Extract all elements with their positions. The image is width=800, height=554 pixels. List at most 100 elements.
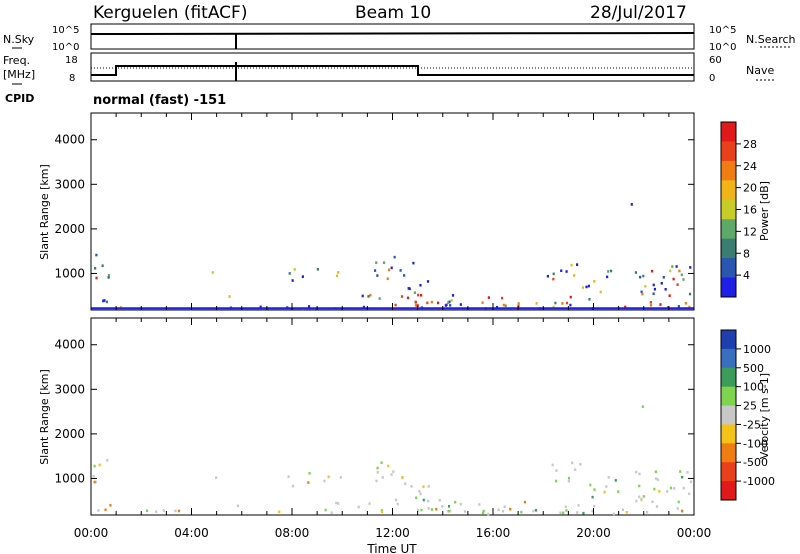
power-cell bbox=[630, 203, 633, 206]
power-cell bbox=[653, 287, 657, 291]
power-cell bbox=[301, 275, 304, 278]
velocity-cell bbox=[603, 490, 606, 494]
velocity-cell bbox=[145, 509, 149, 513]
velocity-cell bbox=[93, 464, 96, 468]
power-cell bbox=[678, 269, 681, 273]
power-cell bbox=[682, 278, 685, 281]
velocity-cell bbox=[435, 507, 438, 511]
power-cell bbox=[107, 274, 111, 277]
power-cell bbox=[607, 270, 610, 273]
power-cell bbox=[417, 293, 420, 297]
velocity-cell bbox=[394, 498, 398, 502]
power-cell bbox=[669, 269, 672, 273]
power-cell bbox=[400, 295, 404, 298]
velocity-cell bbox=[520, 510, 523, 514]
power-cell bbox=[420, 293, 423, 297]
velocity-cell bbox=[676, 507, 679, 510]
velocity-colorbar-tick-label: 25 bbox=[743, 400, 757, 413]
velocity-cell bbox=[357, 505, 360, 509]
power-cell bbox=[293, 268, 296, 271]
power-cell bbox=[565, 301, 569, 305]
velocity-cell bbox=[396, 502, 399, 506]
velocity-cell bbox=[655, 505, 659, 508]
velocity-cell bbox=[307, 481, 310, 484]
power-cell bbox=[588, 297, 591, 301]
power-cell bbox=[291, 279, 294, 282]
noise-left-label: N.Sky bbox=[3, 33, 35, 46]
velocity-cell bbox=[689, 480, 693, 484]
power-cell bbox=[649, 303, 653, 307]
velocity-cell bbox=[323, 479, 326, 483]
time-tick-label: 20:00 bbox=[576, 526, 611, 540]
power-colorbar-step bbox=[721, 160, 736, 181]
velocity-cell bbox=[478, 503, 481, 506]
velocity-cell bbox=[567, 479, 570, 483]
power-cell bbox=[403, 274, 406, 277]
power-cell bbox=[451, 294, 455, 297]
power-cell bbox=[394, 303, 397, 307]
power-cell bbox=[369, 293, 372, 297]
velocity-cell bbox=[607, 476, 610, 479]
velocity-cell bbox=[177, 509, 181, 513]
velocity-cell bbox=[422, 485, 425, 488]
velocity-cell bbox=[98, 463, 101, 467]
power-ytick-label: 4000 bbox=[54, 133, 85, 147]
time-tick-label: 08:00 bbox=[275, 526, 310, 540]
power-cell bbox=[414, 304, 418, 307]
power-cell bbox=[430, 300, 433, 304]
power-cell bbox=[606, 275, 609, 279]
power-cell bbox=[689, 266, 692, 269]
power-cell bbox=[307, 305, 311, 308]
velocity-cell bbox=[410, 485, 413, 488]
velocity-cell bbox=[459, 502, 462, 506]
power-colorbar: 4 8 12 16 20 24 28 bbox=[720, 121, 757, 298]
velocity-panel-frame bbox=[90, 317, 695, 516]
velocity-colorbar-tick-label: 500 bbox=[743, 362, 764, 375]
power-cell bbox=[450, 299, 453, 302]
power-cell bbox=[399, 269, 402, 272]
velocity-cell bbox=[638, 495, 641, 499]
velocity-cell bbox=[576, 511, 579, 514]
power-cell bbox=[416, 304, 419, 307]
power-colorbar-step bbox=[721, 122, 736, 142]
velocity-colorbar-step bbox=[721, 367, 736, 388]
power-cell bbox=[107, 276, 110, 279]
power-cell bbox=[644, 284, 647, 288]
beam-title: Beam 10 bbox=[355, 3, 431, 23]
power-cell bbox=[593, 280, 596, 283]
velocity-cell bbox=[415, 496, 418, 500]
power-colorbar-step bbox=[721, 238, 736, 259]
time-tick-label: 16:00 bbox=[476, 526, 511, 540]
velocity-cell bbox=[335, 501, 338, 505]
power-y-axis: 1000 2000 3000 4000 bbox=[54, 133, 694, 280]
power-cell bbox=[660, 281, 663, 285]
velocity-cell bbox=[427, 499, 430, 503]
power-cell bbox=[668, 294, 671, 297]
freq-left-tick-bottom: 8 bbox=[69, 73, 75, 84]
noise-left-tick-bottom: 10^0 bbox=[52, 42, 79, 53]
power-cell bbox=[447, 301, 450, 304]
velocity-colorbar-step bbox=[721, 462, 736, 482]
velocity-colorbar-label: Velocity [m s-1] bbox=[758, 373, 771, 459]
velocity-scatter bbox=[92, 405, 693, 516]
power-cell bbox=[373, 269, 377, 272]
power-cell bbox=[444, 304, 447, 307]
power-colorbar-tick-label: 16 bbox=[743, 204, 757, 217]
power-panel-frame bbox=[90, 112, 695, 311]
power-cell bbox=[664, 288, 667, 291]
velocity-colorbar-step bbox=[721, 386, 736, 407]
noise-right-tick-bottom: 10^0 bbox=[709, 42, 736, 53]
power-cell bbox=[500, 296, 504, 300]
power-cell bbox=[650, 269, 654, 273]
velocity-cell bbox=[612, 512, 615, 516]
velocity-cell bbox=[236, 504, 240, 508]
velocity-cell bbox=[658, 490, 661, 493]
velocity-cell bbox=[666, 490, 669, 493]
power-cell bbox=[102, 299, 105, 303]
power-cell bbox=[680, 273, 683, 277]
power-cell bbox=[652, 283, 655, 287]
power-cell bbox=[585, 285, 588, 289]
power-colorbar-tick-label: 24 bbox=[743, 160, 757, 173]
velocity-cell bbox=[438, 498, 441, 502]
